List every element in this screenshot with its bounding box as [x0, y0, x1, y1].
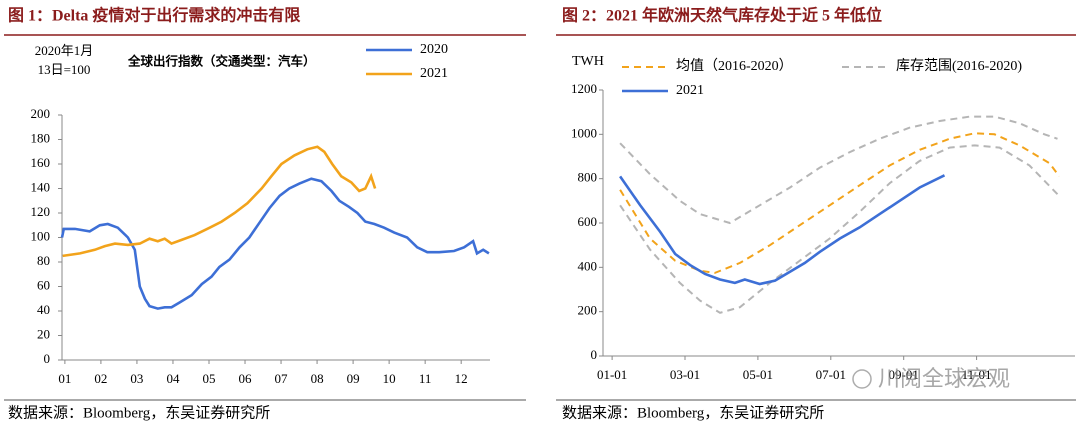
x-tick-label: 03: [130, 371, 143, 386]
x-tick-label: 06: [239, 371, 253, 386]
y-tick-label: 600: [578, 214, 598, 229]
legend-label: 2021: [420, 66, 448, 81]
series-line: [60, 177, 490, 310]
x-tick-label: 11-01: [962, 367, 992, 382]
annotation: 13日=100: [38, 62, 91, 77]
watermark: 川阅全球宏观: [878, 367, 1010, 392]
x-tick-label: 08: [311, 371, 324, 386]
x-tick-label: 05: [202, 371, 215, 386]
y-tick-label: 1000: [571, 125, 597, 140]
legend-label: 均值（2016-2020）: [676, 58, 793, 74]
y-tick-label: 800: [578, 170, 598, 185]
x-tick-label: 11: [419, 371, 432, 386]
source: 数据来源：Bloomberg，东吴证券研究所: [562, 404, 824, 421]
y-tick-label: 120: [31, 204, 51, 219]
series-line: [619, 144, 1059, 314]
y-tick-label: 20: [37, 326, 50, 341]
x-tick-label: 02: [94, 371, 107, 386]
y-axis-label: TWH: [572, 54, 604, 69]
x-tick-label: 09: [347, 371, 360, 386]
legend-label: 2021: [676, 83, 704, 98]
x-tick-label: 03-01: [670, 367, 700, 382]
x-tick-label: 01-01: [597, 367, 627, 382]
y-tick-label: 400: [578, 258, 598, 273]
x-tick-label: 04: [166, 371, 180, 386]
annotation: 全球出行指数（交通类型：汽车）: [127, 54, 316, 69]
y-tick-label: 180: [31, 130, 51, 145]
y-tick-label: 160: [31, 155, 51, 170]
y-tick-label: 0: [44, 351, 51, 366]
y-tick-label: 200: [31, 106, 51, 121]
x-tick-label: 07-01: [816, 367, 846, 382]
y-tick-label: 100: [31, 228, 51, 243]
series-line: [619, 115, 1058, 225]
chart-title: 图 1：Delta 疫情对于出行需求的冲击有限: [8, 6, 301, 25]
x-tick-label: 10: [383, 371, 396, 386]
chart-title: 图 2：2021 年欧洲天然气库存处于近 5 年低位: [562, 6, 882, 25]
legend-label: 2020: [420, 42, 448, 57]
y-tick-label: 0: [591, 347, 598, 362]
annotation: 2020年1月: [35, 43, 94, 58]
series-line: [62, 145, 377, 258]
legend-label: 库存范围(2016-2020): [896, 57, 1022, 74]
y-tick-label: 200: [578, 303, 598, 318]
x-tick-label: 01: [58, 371, 71, 386]
y-tick-label: 80: [37, 253, 50, 268]
y-tick-label: 40: [37, 302, 50, 317]
x-tick-label: 09-01: [889, 367, 919, 382]
y-tick-label: 60: [37, 277, 50, 292]
y-tick-label: 140: [31, 179, 51, 194]
watermark-icon: [852, 369, 872, 389]
series-line: [619, 174, 946, 286]
x-tick-label: 05-01: [743, 367, 773, 382]
source: 数据来源：Bloomberg，东吴证券研究所: [8, 404, 270, 421]
y-tick-label: 1200: [571, 81, 597, 96]
x-tick-label: 07: [275, 371, 289, 386]
x-tick-label: 12: [455, 371, 468, 386]
series-line: [619, 132, 1061, 274]
